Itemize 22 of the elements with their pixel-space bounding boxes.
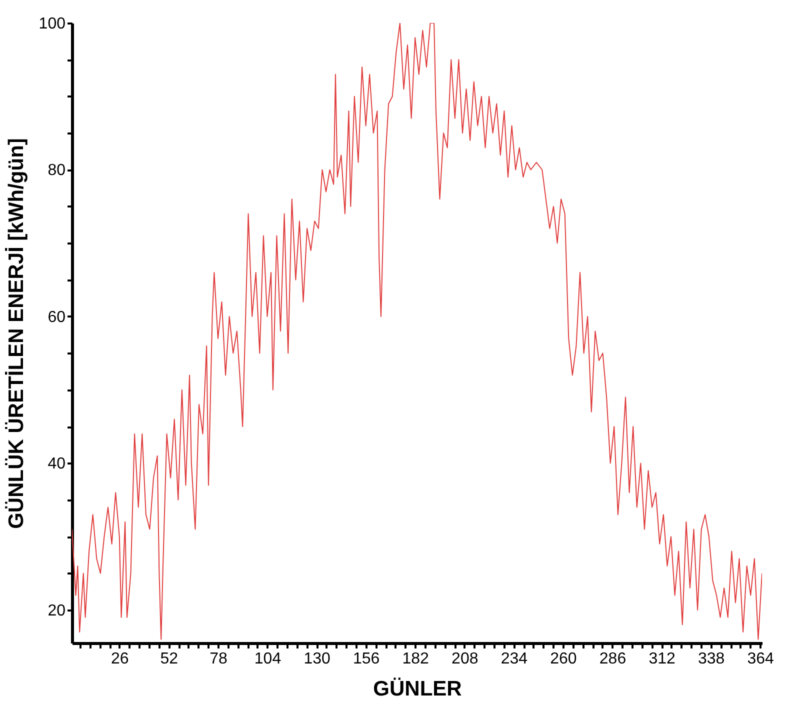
x-tick-label: 78 <box>210 650 228 668</box>
x-tick-label: 26 <box>110 650 129 668</box>
y-axis-title: GÜNLÜK ÜRETİLEN ENERJİ [kWh/gün] <box>4 138 28 529</box>
x-tick-label: 156 <box>352 650 380 668</box>
x-tick-label: 260 <box>550 650 577 668</box>
x-tick-label: 208 <box>452 650 478 668</box>
x-tick-label: 130 <box>304 650 330 668</box>
x-tick-label: 364 <box>747 650 774 668</box>
y-tick-label: 40 <box>48 456 66 473</box>
x-tick-label: 234 <box>500 650 528 668</box>
x-tick-label: 286 <box>599 650 626 668</box>
x-axis-title: GÜNLER <box>373 678 462 700</box>
x-tick-label: 182 <box>402 650 430 668</box>
x-tick-label: 338 <box>698 650 725 668</box>
x-tick-label: 312 <box>648 650 676 668</box>
y-tick-label: 100 <box>38 16 66 32</box>
x-tick-label: 104 <box>254 650 282 668</box>
y-tick-label: 20 <box>48 602 66 620</box>
y-tick-label: 60 <box>48 308 66 326</box>
line-series <box>72 23 762 640</box>
x-tick-label: 52 <box>160 650 178 668</box>
y-tick-label: 80 <box>48 162 66 180</box>
